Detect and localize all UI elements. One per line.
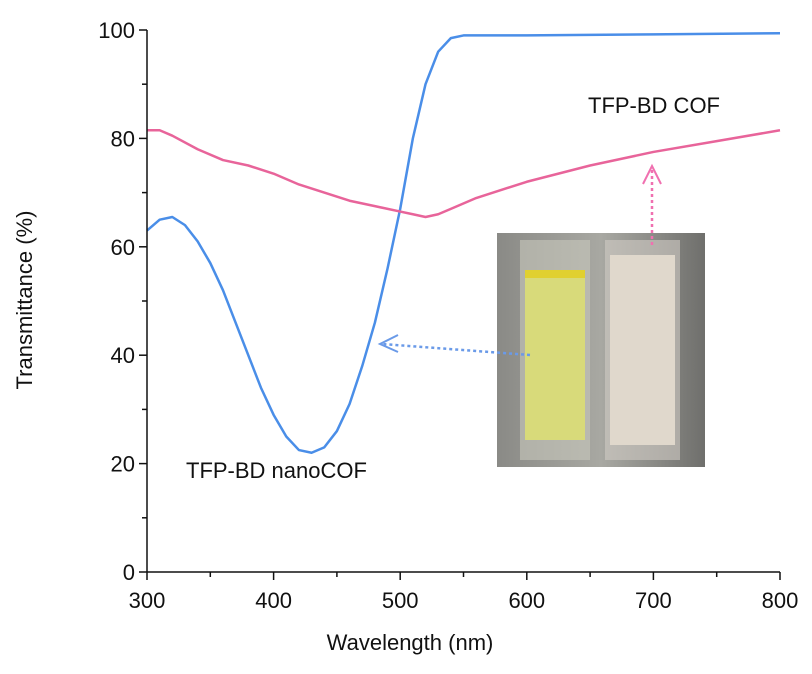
y-tick-label: 0 [123,560,135,585]
x-tick-label: 500 [382,588,419,613]
y-axis-label: Transmittance (%) [12,211,37,390]
line-series [146,32,781,455]
annotation: TFP-BD nanoCOF [186,458,367,483]
y-tick-label: 20 [111,452,135,477]
inset-photo [497,233,705,467]
x-tick-label: 400 [255,588,292,613]
x-tick-label: 600 [508,588,545,613]
annotation: TFP-BD COF [588,93,720,118]
arrows [377,163,662,357]
x-tick-label: 700 [635,588,672,613]
y-tick-label: 60 [111,235,135,260]
x-axis-label: Wavelength (nm) [327,630,494,655]
y-tick-label: 80 [111,126,135,151]
y-tick-label: 40 [111,343,135,368]
x-tick-label: 300 [129,588,166,613]
x-tick-label: 800 [762,588,799,613]
y-tick-label: 100 [98,18,135,43]
line-series [147,129,781,219]
